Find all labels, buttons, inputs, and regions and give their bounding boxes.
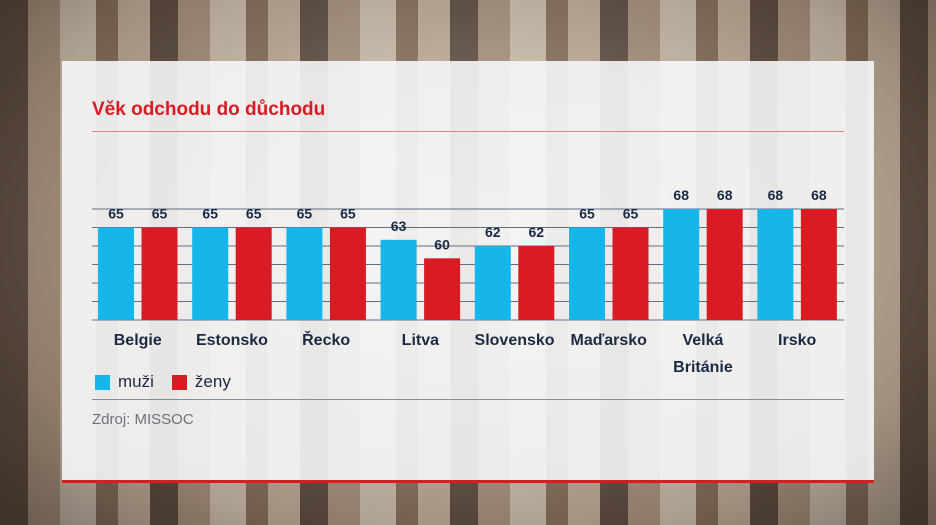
legend: muži ženy [95,372,249,392]
category-label: Británie [673,359,733,376]
chart-panel: Věk odchodu do důchodu 65 65 Belgie 65 65 Est… [62,61,874,483]
data-label: 68 [673,187,689,203]
data-label: 65 [108,206,124,222]
bar [380,239,417,320]
data-label: 60 [434,236,450,252]
bar [329,227,366,320]
bar [141,227,178,320]
data-label: 65 [152,206,168,222]
data-label: 68 [768,187,784,203]
bar [518,246,555,320]
data-label: 62 [485,224,501,240]
bar-chart: 65 65 Belgie 65 65 Estonsko 65 65 Řecko 63 60 Litva… [92,187,844,376]
category-label: Maďarsko [571,332,648,349]
bar [569,227,605,320]
bar [800,209,837,320]
bar [98,227,134,320]
category-label: Velká [682,332,723,349]
category-label: Slovensko [475,332,555,349]
data-label: 68 [811,187,827,203]
data-label: 65 [623,206,639,222]
data-label: 65 [340,206,356,222]
legend-swatch-muzi [95,374,110,390]
legend-item-zeny: ženy [171,372,231,392]
category-label: Řecko [302,330,350,349]
bar [286,227,323,320]
category-label: Belgie [114,332,162,349]
legend-label-muzi: muži [118,372,154,391]
data-label: 62 [529,224,545,240]
category-label: Litva [402,332,439,349]
category-label: Estonsko [196,332,268,349]
bar [192,227,229,320]
data-label: 65 [246,206,262,222]
bar [424,258,461,320]
bar [706,209,743,320]
bar [757,209,794,320]
bar [612,227,649,320]
legend-label-zeny: ženy [194,372,231,391]
bar [235,227,272,320]
data-label: 63 [391,218,407,234]
bar [474,246,511,320]
legend-swatch-zeny [171,374,187,390]
chart-title: Věk odchodu do důchodu [92,99,326,120]
data-label: 65 [297,206,313,222]
category-label: Irsko [778,332,816,349]
source-note: Zdroj: MISSOC [92,411,194,428]
legend-item-muzi: muži [95,372,154,392]
bar [663,209,700,320]
data-label: 65 [579,206,595,222]
data-label: 68 [717,187,733,203]
source-divider [92,399,844,400]
title-divider [92,131,844,132]
data-label: 65 [202,206,218,222]
